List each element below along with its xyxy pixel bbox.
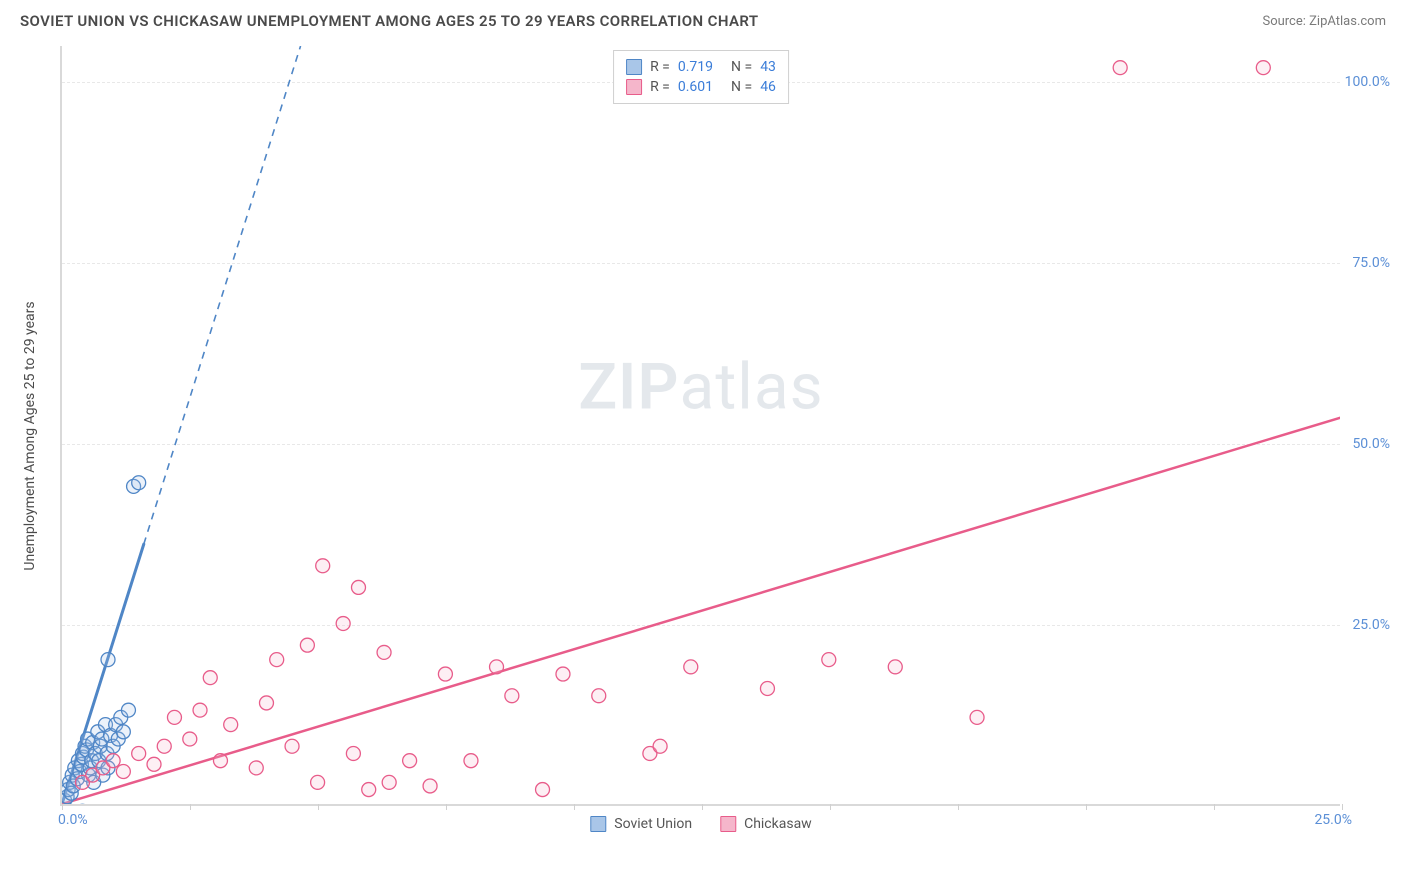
y-tick-label: 25.0%	[1352, 617, 1390, 633]
legend-row-soviet: R = 0.719 N = 43	[626, 57, 776, 77]
legend-row-chickasaw: R = 0.601 N = 46	[626, 77, 776, 97]
swatch-soviet	[626, 59, 642, 75]
scatter-plot-svg	[62, 46, 1340, 804]
swatch-soviet-icon	[590, 816, 606, 832]
x-tick	[574, 804, 575, 810]
correlation-legend: R = 0.719 N = 43 R = 0.601 N = 46	[613, 50, 789, 104]
y-tick-label: 100.0%	[1345, 74, 1390, 90]
legend-label-soviet: Soviet Union	[614, 816, 692, 832]
legend-item-soviet: Soviet Union	[590, 814, 692, 834]
x-tick	[958, 804, 959, 810]
series-legend: Soviet Union Chickasaw	[590, 814, 811, 834]
x-tick	[190, 804, 191, 810]
source-attribution: Source: ZipAtlas.com	[1262, 14, 1386, 29]
legend-n-value-soviet: 43	[760, 59, 776, 75]
x-axis-end-label: 25.0%	[1314, 812, 1352, 828]
x-tick	[830, 804, 831, 810]
chart-container: Unemployment Among Ages 25 to 29 years Z…	[50, 46, 1390, 826]
x-axis-origin-label: 0.0%	[58, 812, 88, 828]
x-tick	[446, 804, 447, 810]
legend-n-label: N =	[731, 59, 752, 75]
y-tick-label: 75.0%	[1352, 255, 1390, 271]
y-tick-label: 50.0%	[1352, 436, 1390, 452]
legend-r-value-chickasaw: 0.601	[678, 79, 713, 95]
legend-item-chickasaw: Chickasaw	[720, 814, 812, 834]
y-axis-label: Unemployment Among Ages 25 to 29 years	[22, 301, 38, 570]
swatch-chickasaw	[626, 79, 642, 95]
plot-area: ZIPatlas R = 0.719 N = 43 R = 0.601 N = …	[60, 46, 1340, 806]
legend-r-label: R =	[650, 79, 670, 95]
legend-n-value-chickasaw: 46	[760, 79, 776, 95]
legend-n-label: N =	[731, 79, 752, 95]
x-tick	[1342, 804, 1343, 810]
swatch-chickasaw-icon	[720, 816, 736, 832]
legend-label-chickasaw: Chickasaw	[744, 816, 812, 832]
chart-title: SOVIET UNION VS CHICKASAW UNEMPLOYMENT A…	[20, 12, 758, 30]
x-tick	[1086, 804, 1087, 810]
x-tick	[318, 804, 319, 810]
x-tick	[1214, 804, 1215, 810]
legend-r-value-soviet: 0.719	[678, 59, 713, 75]
x-tick	[62, 804, 63, 810]
x-tick	[702, 804, 703, 810]
legend-r-label: R =	[650, 59, 670, 75]
